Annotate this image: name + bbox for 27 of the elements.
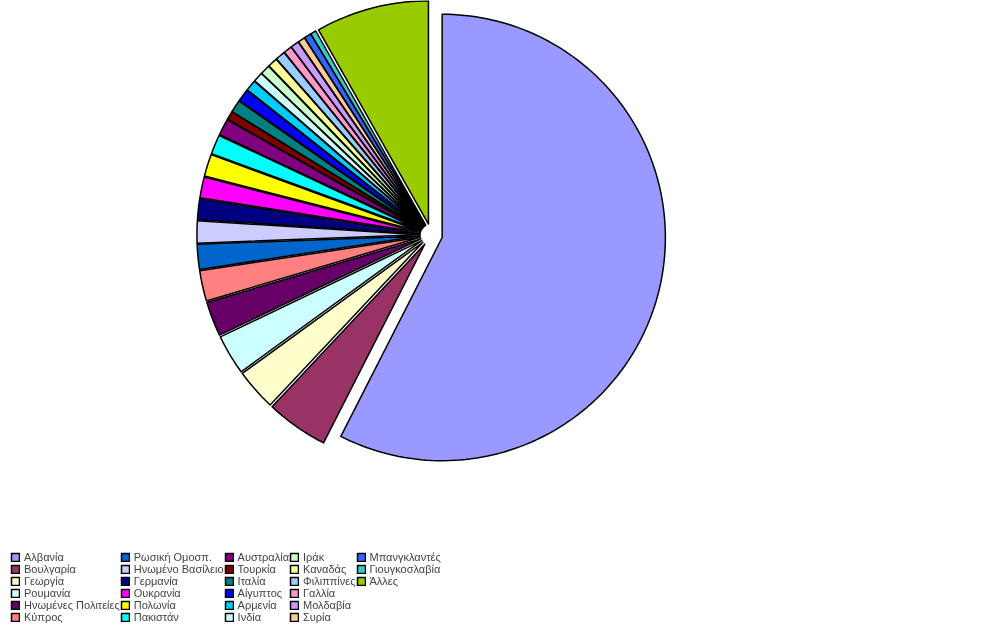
legend-label: Πακιστάν (133, 611, 179, 623)
legend-label: Ρουμανία (24, 587, 71, 599)
legend-label: Ηνωμένο Βασίλειο (133, 563, 224, 575)
legend-label: Φιλιππίνες (303, 575, 356, 587)
legend-label: Συρία (303, 611, 331, 623)
legend-label: Κύπρος (24, 611, 63, 623)
legend-label: Τουρκία (237, 563, 276, 575)
legend-label: Γαλλία (303, 587, 336, 599)
legend-label: Γεωργία (24, 575, 65, 587)
legend-label: Ουκρανία (133, 587, 181, 599)
legend-label: Γερμανία (133, 575, 178, 587)
legend-label: Ιταλία (237, 575, 266, 587)
legend-label: Ρωσική Ομοσπ. (133, 551, 212, 563)
legend-label: Μολδαβία (303, 599, 352, 611)
legend-label: Βουλγαρία (24, 563, 76, 575)
legend-label: Μπανγκλαντές (369, 551, 441, 563)
legend-label: Άλλες (369, 575, 399, 587)
legend-label: Αίγυπτος (237, 587, 283, 599)
legend-label: Γιουγκοσλαβία (369, 563, 441, 575)
legend-label: Αρμενία (237, 599, 277, 611)
legend-label: Ιράκ (303, 551, 325, 563)
legend-label: Ηνωμένες Πολιτείες (24, 599, 120, 611)
legend-label: Αλβανία (24, 551, 64, 563)
legend-label: Ινδία (237, 611, 262, 623)
legend-label: Αυστραλία (237, 551, 289, 563)
legend-label: Πολωνία (133, 599, 176, 611)
legend-label: Καναδάς (303, 563, 347, 575)
